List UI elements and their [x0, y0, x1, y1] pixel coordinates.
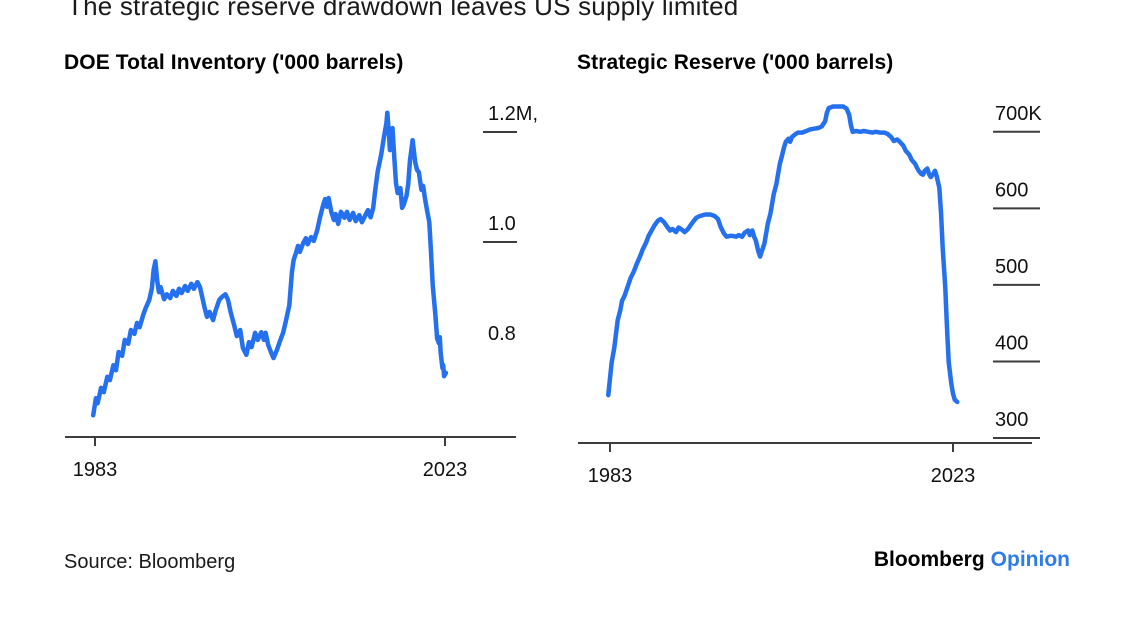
- logo-opinion: Opinion: [990, 548, 1070, 571]
- page-title: The strategic reserve drawdown leaves US…: [67, 0, 739, 21]
- series-line: [90, 110, 449, 418]
- y-tick-label: 1.0: [488, 213, 516, 235]
- chart-0: 1983 2023 1.2M, 1.0 0.8: [65, 103, 538, 481]
- series-line: [606, 104, 960, 405]
- x-tick-label: 2023: [423, 459, 468, 481]
- chart-1: 1983 2023 700K 600 500 400 300: [578, 103, 1042, 487]
- y-tick-label: 400: [995, 332, 1028, 354]
- source-note: Source: Bloomberg: [64, 551, 236, 573]
- x-tick-label: 1983: [588, 465, 633, 487]
- x-tick-label: 1983: [73, 459, 118, 481]
- logo-bloomberg: Bloomberg: [873, 548, 985, 571]
- y-tick-label: 500: [995, 256, 1028, 278]
- y-tick-label: 700K: [995, 103, 1042, 125]
- y-tick-label: 0.8: [488, 323, 516, 345]
- chart-title-strategic-reserve: Strategic Reserve ('000 barrels): [577, 51, 894, 74]
- chart-title-doe-total-inventory: DOE Total Inventory ('000 barrels): [64, 51, 404, 74]
- x-tick-label: 2023: [931, 465, 976, 487]
- bloomberg-opinion-logo: Bloomberg Opinion: [874, 548, 1070, 572]
- y-tick-label: 300: [995, 409, 1028, 431]
- y-tick-label: 1.2M,: [488, 103, 538, 125]
- y-tick-label: 600: [995, 179, 1028, 201]
